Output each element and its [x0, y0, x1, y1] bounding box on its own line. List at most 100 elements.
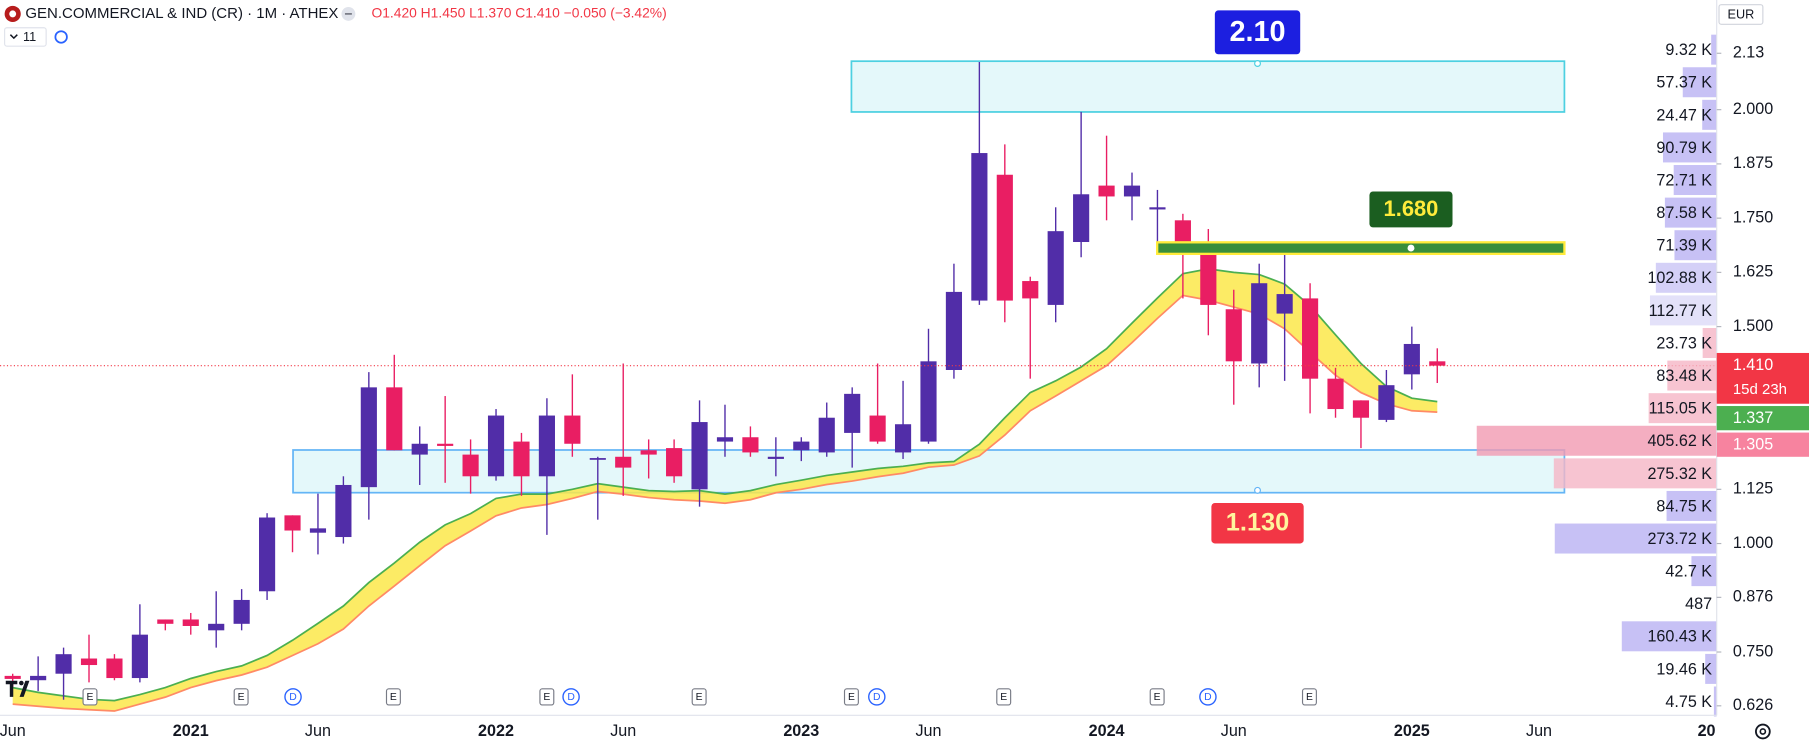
- candle-body[interactable]: [564, 415, 581, 444]
- candle-body[interactable]: [996, 174, 1013, 301]
- candle-body[interactable]: [513, 441, 530, 477]
- candle-body[interactable]: [487, 415, 505, 477]
- earnings-marker[interactable]: [539, 688, 555, 706]
- volume-profile-label: 115.05 K: [1649, 400, 1713, 418]
- resistance-zone[interactable]: [850, 60, 1566, 113]
- tradingview-logo[interactable]: [5, 680, 30, 697]
- candle-body[interactable]: [106, 658, 123, 679]
- candle-body[interactable]: [1022, 281, 1039, 299]
- candle-body[interactable]: [793, 441, 810, 451]
- candle-body[interactable]: [742, 437, 759, 453]
- candle-body[interactable]: [386, 387, 403, 451]
- candle-body[interactable]: [894, 424, 912, 453]
- symbol-logo-inner: [9, 10, 17, 18]
- candle-body[interactable]: [945, 291, 963, 370]
- annotation-box[interactable]: [1369, 191, 1453, 228]
- candle-body[interactable]: [335, 484, 352, 538]
- price-countdown: 15d 23h: [1733, 381, 1787, 398]
- candle-body[interactable]: [869, 415, 886, 442]
- candle-body[interactable]: [437, 443, 454, 446]
- candle-body[interactable]: [767, 456, 784, 459]
- candle-body[interactable]: [360, 387, 377, 488]
- volume-profile-bar: [1621, 621, 1717, 652]
- band-handle[interactable]: [1407, 244, 1415, 252]
- indicators-toggle[interactable]: [4, 27, 47, 47]
- candle-body[interactable]: [716, 437, 734, 442]
- candle-body[interactable]: [1352, 400, 1370, 418]
- zone-handle[interactable]: [1254, 60, 1261, 67]
- candle-body[interactable]: [666, 448, 683, 477]
- volume-profile-bar: [1655, 262, 1717, 293]
- candle-body[interactable]: [1251, 283, 1268, 364]
- dividend-marker[interactable]: [562, 688, 580, 706]
- candle-body[interactable]: [691, 422, 708, 490]
- earnings-marker[interactable]: [385, 688, 401, 706]
- annotation: 1.680: [1384, 196, 1439, 221]
- candle-body[interactable]: [818, 417, 835, 453]
- tradingview-logo-dot: [19, 680, 24, 686]
- y-tick-label: 0.750: [1733, 642, 1773, 660]
- candle-body[interactable]: [309, 528, 327, 533]
- earnings-marker[interactable]: [691, 688, 707, 706]
- earnings-marker[interactable]: [82, 688, 98, 706]
- earnings-marker[interactable]: [1149, 688, 1165, 706]
- annotation-box[interactable]: [1211, 503, 1304, 544]
- y-tick-label: 1.500: [1733, 317, 1773, 335]
- candle-body[interactable]: [1149, 207, 1166, 210]
- dividend-marker[interactable]: [284, 688, 302, 706]
- candle-body[interactable]: [1200, 250, 1217, 305]
- candle-body[interactable]: [1047, 231, 1064, 305]
- candle-body[interactable]: [1302, 298, 1319, 379]
- annotation-box[interactable]: [1214, 10, 1301, 55]
- level-band[interactable]: [1156, 241, 1566, 256]
- candle-body[interactable]: [1225, 309, 1242, 362]
- currency-button[interactable]: [1718, 4, 1764, 25]
- volume-profile-label: 84.75 K: [1656, 497, 1712, 515]
- refresh-icon[interactable]: [54, 30, 68, 44]
- event-label: D: [567, 692, 575, 703]
- earnings-marker[interactable]: [996, 688, 1012, 706]
- candle-body[interactable]: [1327, 378, 1344, 410]
- earnings-marker[interactable]: [1301, 688, 1317, 706]
- dividend-marker[interactable]: [1199, 688, 1217, 706]
- y-tick-label: 1.625: [1733, 263, 1773, 281]
- candle-body[interactable]: [589, 458, 606, 460]
- candle-body[interactable]: [411, 443, 428, 455]
- candle-body[interactable]: [971, 153, 988, 301]
- candle-body[interactable]: [284, 515, 301, 531]
- support-zone[interactable]: [292, 449, 1566, 494]
- symbol-title[interactable]: GEN.COMMERCIAL & IND (CR) · 1M · ATHEX: [25, 5, 338, 22]
- zone-handle[interactable]: [1254, 486, 1261, 494]
- candle-body[interactable]: [182, 619, 199, 626]
- candle-body[interactable]: [1378, 385, 1395, 420]
- candle-body[interactable]: [1073, 194, 1090, 243]
- candle-body[interactable]: [1098, 185, 1115, 197]
- volume-profile-label: 23.73 K: [1656, 334, 1712, 352]
- candle-body[interactable]: [30, 675, 47, 681]
- earnings-marker[interactable]: [843, 688, 859, 706]
- candle-body[interactable]: [131, 634, 148, 679]
- candle-body[interactable]: [80, 658, 98, 666]
- x-tick-label: Jun: [305, 722, 331, 740]
- candle-body[interactable]: [844, 393, 861, 433]
- candle-body[interactable]: [259, 517, 276, 592]
- candle-body[interactable]: [208, 623, 225, 631]
- dividend-marker[interactable]: [868, 688, 886, 706]
- earnings-marker[interactable]: [233, 688, 249, 706]
- candle-body[interactable]: [615, 456, 632, 468]
- candle-body[interactable]: [1429, 361, 1446, 366]
- candle-body[interactable]: [4, 675, 21, 679]
- candle-body[interactable]: [1123, 185, 1141, 197]
- candle-body[interactable]: [55, 654, 72, 674]
- settings-icon[interactable]: [1755, 723, 1771, 740]
- candle-body[interactable]: [233, 599, 250, 624]
- candle-body[interactable]: [462, 454, 479, 477]
- candle-body[interactable]: [1403, 343, 1420, 375]
- event-label: E: [87, 692, 94, 703]
- candle-body[interactable]: [920, 361, 937, 442]
- gear[interactable]: [1755, 723, 1771, 740]
- candle-body[interactable]: [1276, 294, 1293, 314]
- candle-body[interactable]: [157, 619, 174, 624]
- candle-body[interactable]: [538, 415, 555, 477]
- candle-body[interactable]: [640, 450, 657, 455]
